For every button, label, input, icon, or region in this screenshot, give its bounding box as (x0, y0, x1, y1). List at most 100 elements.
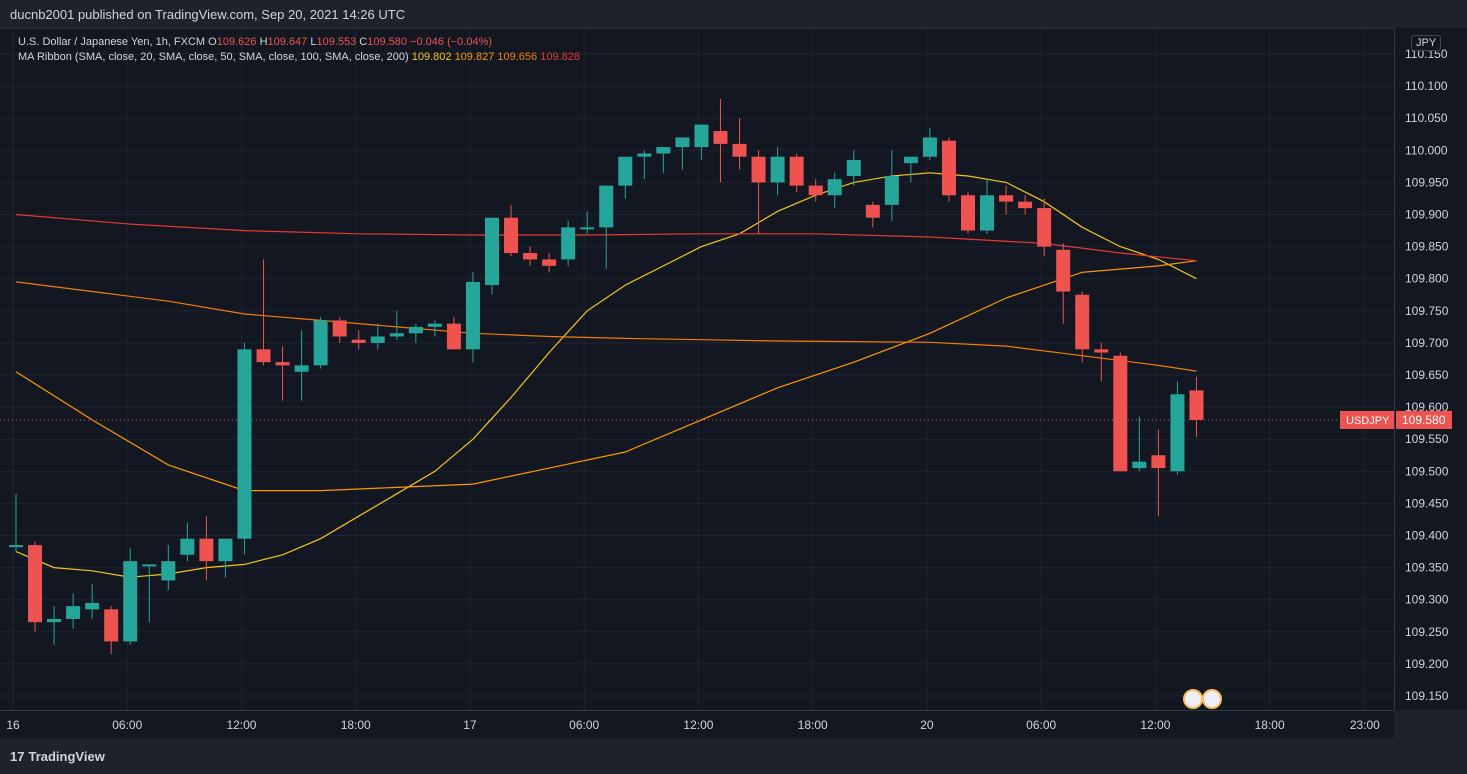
candle-up (980, 195, 995, 231)
candle-down (523, 253, 538, 260)
symbol-description: U.S. Dollar / Japanese Yen, 1h, FXCM (18, 36, 206, 48)
ma-value-200: 109.828 (540, 51, 580, 63)
candle-up (637, 153, 652, 157)
publisher-line: ducnb2001 published on TradingView.com, … (10, 7, 406, 22)
low-label: L (310, 36, 317, 48)
price-tick-label: 110.000 (1405, 143, 1448, 157)
price-tick-label: 109.800 (1405, 272, 1449, 286)
candle-up (427, 323, 442, 327)
candle-down (1018, 201, 1033, 209)
candle-down (1113, 355, 1128, 472)
candle-down (999, 195, 1014, 202)
candle-down (446, 323, 461, 350)
price-tag-value-box (1396, 410, 1452, 429)
candle-down (504, 217, 519, 254)
time-tick-label: 06:00 (1026, 718, 1056, 732)
candle-down (713, 131, 728, 144)
candle-up (903, 156, 918, 164)
price-axis[interactable] (1394, 28, 1467, 710)
candle-up (313, 320, 328, 366)
open-value: 109.626 (216, 36, 257, 48)
time-tick-label: 18:00 (798, 718, 828, 732)
tradingview-mark-icon: 17 (10, 749, 25, 764)
candle-down (1189, 390, 1204, 420)
price-tick-label: 109.150 (1405, 689, 1449, 703)
candle-down (256, 349, 271, 363)
change-value: −0.046 (−0.04%) (410, 36, 493, 48)
candle-up (580, 227, 595, 230)
candle-up (66, 606, 81, 619)
time-axis[interactable] (0, 710, 1394, 739)
time-tick-label: 20 (920, 718, 934, 732)
price-tick-label: 109.700 (1405, 336, 1449, 350)
top-bar: ducnb2001 published on TradingView.com, … (0, 0, 1467, 28)
ma-legend-line: MA Ribbon (SMA, close, 20, SMA, close, 5… (18, 50, 580, 65)
candle-down (865, 204, 880, 218)
close-label: C (359, 36, 368, 48)
ma-value-20: 109.802 (411, 51, 452, 63)
candle-down (732, 143, 747, 157)
currency-badge[interactable]: JPY (1411, 35, 1442, 51)
price-tick-label: 109.650 (1405, 368, 1449, 382)
price-tick-label: 109.550 (1405, 432, 1449, 446)
high-value: 109.647 (267, 36, 308, 48)
candle-down (1037, 208, 1052, 247)
candle-up (161, 561, 176, 581)
price-tick-label: 109.950 (1405, 175, 1449, 189)
candle-up (9, 545, 23, 548)
candle-up (237, 349, 252, 539)
time-tick-label: 12:00 (1140, 718, 1170, 732)
candle-down (1094, 349, 1109, 353)
candle-down (351, 339, 366, 343)
candle-down (104, 609, 119, 642)
price-tick-label: 109.350 (1405, 561, 1449, 575)
tradingview-logo[interactable]: 17 TradingView (10, 749, 105, 764)
price-tag-value: 109.580 (1402, 413, 1446, 427)
time-tick-label: 18:00 (341, 718, 371, 732)
candle-down (332, 320, 347, 337)
candle-up (770, 156, 785, 183)
price-tick-label: 109.300 (1405, 593, 1449, 607)
price-tick-label: 109.450 (1405, 496, 1449, 510)
time-tick-label: 12:00 (226, 718, 256, 732)
time-tick-label: 17 (463, 718, 477, 732)
footer: 17 TradingView (0, 738, 1467, 774)
price-tick-label: 109.600 (1405, 400, 1449, 414)
ma-ribbon-label: MA Ribbon (SMA, close, 20, SMA, close, 5… (18, 51, 409, 63)
candle-up (47, 618, 62, 623)
candle-down (808, 185, 823, 196)
candle-up (389, 333, 404, 337)
time-tick-label: 06:00 (112, 718, 142, 732)
candle-up (618, 156, 633, 186)
candle-up (1170, 394, 1185, 472)
price-tick-label: 110.050 (1405, 111, 1448, 125)
candle-up (656, 147, 671, 154)
candle-up (884, 175, 899, 205)
candle-up (142, 564, 157, 567)
us-flag-event-icon[interactable] (1183, 689, 1203, 709)
us-flag-event-icon[interactable] (1202, 689, 1222, 709)
price-tick-label: 109.250 (1405, 625, 1449, 639)
price-tick-label: 109.900 (1405, 208, 1449, 222)
candle-up (675, 137, 690, 148)
candle-up (599, 185, 614, 228)
close-value: 109.580 (367, 36, 408, 48)
candle-up (465, 281, 480, 350)
candle-down (199, 538, 214, 562)
time-tick-label: 18:00 (1255, 718, 1285, 732)
candle-up (294, 365, 309, 372)
price-tick-label: 109.750 (1405, 304, 1449, 318)
time-tick-label: 06:00 (569, 718, 599, 732)
candle-up (485, 217, 499, 286)
ma-line-sma-200 (15, 213, 1197, 262)
ma-line-sma-100 (15, 281, 1197, 372)
candle-down (28, 545, 43, 623)
ma-line-sma-50 (15, 260, 1197, 492)
candle-up (694, 124, 709, 148)
price-tag-symbol-box (1340, 410, 1394, 429)
price-tick-label: 109.200 (1405, 657, 1449, 671)
price-tick-label: 109.850 (1405, 240, 1449, 254)
price-tick-label: 110.100 (1405, 79, 1448, 93)
candle-up (827, 179, 842, 196)
